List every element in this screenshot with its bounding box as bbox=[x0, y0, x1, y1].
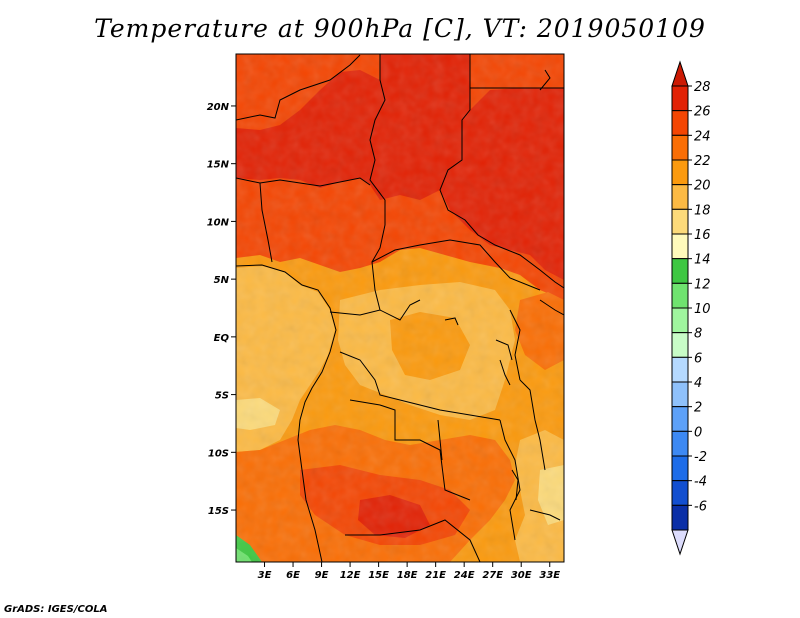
grads-credit: GrADS: IGES/COLA bbox=[4, 604, 108, 615]
colorbar-label: 14 bbox=[694, 253, 711, 268]
colorbar-label: -4 bbox=[694, 475, 707, 490]
colorbar-label: 8 bbox=[694, 327, 702, 342]
colorbar-segment bbox=[671, 134, 689, 161]
colorbar-label: 6 bbox=[694, 351, 702, 366]
country-borders bbox=[236, 54, 564, 562]
colorbar-label: 4 bbox=[694, 376, 702, 391]
colorbar-segment bbox=[671, 307, 689, 334]
lat-tick-label: 15S bbox=[208, 506, 229, 517]
lat-tick-label: 10N bbox=[207, 217, 230, 228]
colorbar-label: 24 bbox=[694, 129, 711, 144]
latitude-axis: 20N 15N 10N 5N EQ 5S 10S 15S bbox=[207, 102, 236, 517]
colorbar-segment bbox=[671, 406, 689, 432]
colorbar-segment bbox=[671, 85, 689, 112]
lon-tick-label: 9E bbox=[315, 570, 329, 581]
lat-tick-label: EQ bbox=[214, 333, 230, 344]
map-frame bbox=[235, 53, 565, 563]
colorbar-label: 28 bbox=[694, 80, 711, 95]
lat-tick-label: 10S bbox=[208, 448, 229, 459]
lon-tick-label: 27E bbox=[482, 570, 503, 581]
lon-tick-label: 6E bbox=[286, 570, 300, 581]
lat-tick-label: 5N bbox=[214, 275, 230, 286]
map-field bbox=[236, 54, 564, 562]
lon-tick-label: 33E bbox=[539, 570, 560, 581]
colorbar-segment bbox=[671, 282, 689, 309]
lat-tick-label: 5S bbox=[215, 391, 229, 402]
colorbar-top-triangle bbox=[671, 60, 689, 87]
colorbar-segment bbox=[671, 332, 689, 358]
colorbar-bottom-triangle bbox=[671, 529, 689, 556]
colorbar-label: -6 bbox=[694, 499, 707, 514]
colorbar-label: 26 bbox=[694, 105, 711, 120]
chart-title: Temperature at 900hPa [C], VT: 201905010… bbox=[94, 14, 706, 43]
colorbar-segment bbox=[671, 110, 689, 136]
colorbar-label: 22 bbox=[694, 154, 711, 169]
colorbar-label: 10 bbox=[694, 302, 711, 317]
colorbar-label: -2 bbox=[694, 450, 707, 465]
colorbar-segment bbox=[671, 504, 689, 531]
lat-tick-label: 20N bbox=[207, 102, 230, 113]
colorbar-segment bbox=[671, 455, 689, 482]
lon-tick-label: 12E bbox=[340, 570, 361, 581]
colorbar-label: 20 bbox=[694, 179, 711, 194]
field-texture bbox=[236, 54, 564, 562]
colorbar-label: 18 bbox=[694, 203, 711, 218]
lon-tick-label: 24E bbox=[454, 570, 475, 581]
colorbar-segment bbox=[671, 258, 689, 284]
colorbar-label: 2 bbox=[694, 401, 702, 416]
colorbar-label: 16 bbox=[694, 228, 711, 243]
colorbar-label: 12 bbox=[694, 277, 711, 292]
lat-tick-label: 15N bbox=[207, 160, 230, 171]
lon-tick-label: 21E bbox=[425, 570, 446, 581]
lon-tick-label: 15E bbox=[368, 570, 389, 581]
colorbar-segment bbox=[671, 480, 689, 506]
colorbar-segment bbox=[671, 159, 689, 186]
colorbar-segment bbox=[671, 356, 689, 383]
lon-tick-label: 30E bbox=[511, 570, 532, 581]
colorbar-segment bbox=[671, 233, 689, 260]
colorbar-segment bbox=[671, 430, 689, 457]
colorbar-segment bbox=[671, 381, 689, 408]
colorbar-segment bbox=[671, 208, 689, 235]
colorbar-label: 0 bbox=[694, 425, 702, 440]
longitude-axis: 3E 6E 9E 12E 15E 18E 21E 24E 27E 30E 33E bbox=[258, 562, 560, 581]
colorbar-segment bbox=[671, 184, 689, 210]
lon-tick-label: 3E bbox=[258, 570, 272, 581]
lon-tick-label: 18E bbox=[397, 570, 418, 581]
